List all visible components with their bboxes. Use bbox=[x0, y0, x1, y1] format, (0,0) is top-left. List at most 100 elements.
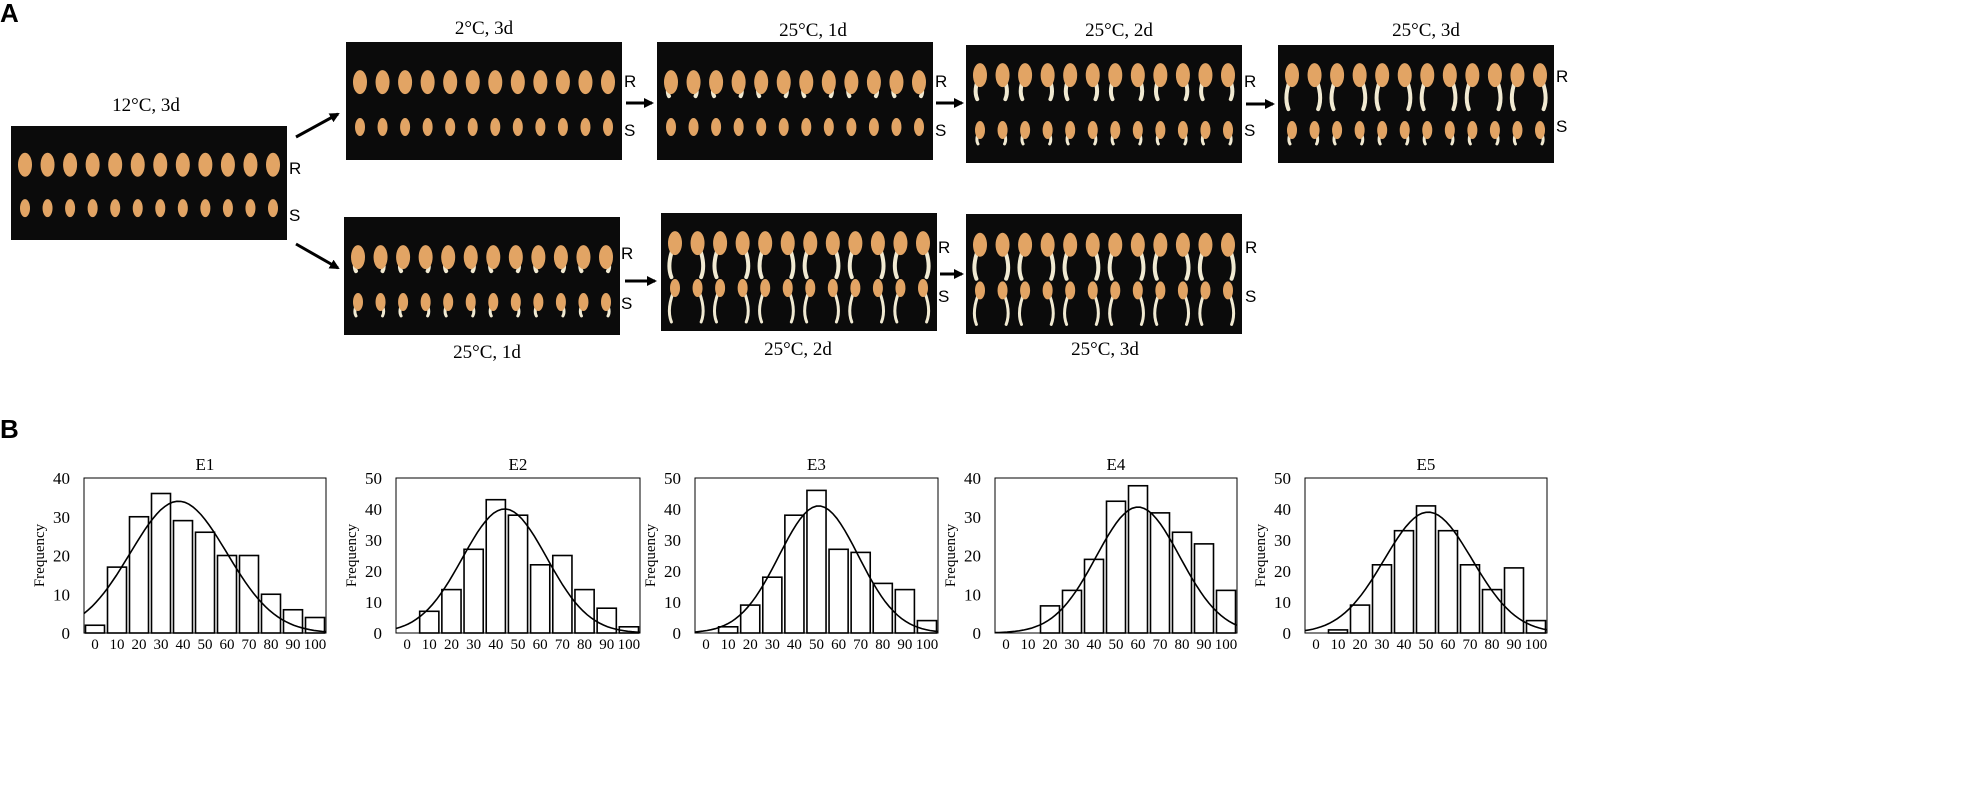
seed-icon bbox=[396, 245, 411, 274]
seed-icon bbox=[1332, 120, 1343, 146]
seed-icon bbox=[1221, 63, 1235, 102]
seed-icon bbox=[222, 199, 233, 218]
bar bbox=[150, 492, 172, 634]
seed-icon bbox=[1177, 120, 1188, 146]
x-tick-label: 70 bbox=[1463, 637, 1478, 653]
seed-icon bbox=[758, 278, 771, 324]
seed-icon bbox=[823, 117, 834, 136]
seed-icon bbox=[353, 70, 367, 95]
chart-title: E2 bbox=[509, 455, 528, 474]
seed-icon bbox=[87, 199, 98, 218]
fit-curve bbox=[83, 500, 327, 633]
seed-icon bbox=[846, 117, 857, 136]
seed-icon bbox=[973, 63, 987, 102]
seed-icon bbox=[400, 117, 411, 136]
bar bbox=[529, 564, 551, 634]
seed-icon bbox=[110, 199, 121, 218]
y-tick-label: 10 bbox=[964, 585, 981, 604]
seed-icon bbox=[1512, 120, 1523, 146]
seed-icon bbox=[488, 292, 499, 318]
x-tick-label: 80 bbox=[1175, 637, 1190, 653]
bar bbox=[84, 624, 106, 634]
seed-icon bbox=[351, 245, 365, 274]
seed-icon bbox=[132, 199, 143, 218]
fit-curve bbox=[994, 506, 1238, 634]
seed-icon bbox=[245, 199, 256, 218]
y-tick-label: 0 bbox=[973, 624, 982, 643]
seed-icon bbox=[486, 245, 501, 274]
seed-icon bbox=[997, 120, 1008, 146]
chart-title: E5 bbox=[1417, 455, 1436, 474]
x-tick-label: 20 bbox=[1043, 637, 1058, 653]
seed-icon bbox=[1040, 63, 1055, 102]
seed-icon bbox=[533, 70, 548, 95]
seed-icon bbox=[1020, 120, 1031, 146]
x-tick-label: 40 bbox=[787, 637, 802, 653]
seed-photo-start bbox=[11, 126, 287, 240]
seed-icon bbox=[1442, 63, 1458, 112]
arrow-up-icon bbox=[295, 112, 340, 139]
seed-icon bbox=[465, 292, 476, 318]
x-tick-label: 40 bbox=[488, 637, 503, 653]
seed-icon bbox=[972, 232, 987, 281]
seed-icon bbox=[220, 152, 235, 177]
bar bbox=[1127, 484, 1149, 634]
seed-icon bbox=[1063, 63, 1078, 102]
seed-icon bbox=[825, 231, 841, 280]
seed-icon bbox=[601, 292, 611, 318]
bar bbox=[894, 588, 916, 634]
seed-icon bbox=[510, 292, 521, 318]
bar bbox=[1437, 529, 1459, 634]
x-tick-label: 100 bbox=[1215, 637, 1238, 653]
row-label-s: S bbox=[1245, 287, 1257, 306]
row-label-r: R bbox=[289, 159, 302, 178]
bar bbox=[1371, 564, 1393, 634]
y-tick-label: 40 bbox=[53, 469, 70, 488]
seed-icon bbox=[712, 231, 728, 280]
seed-icon bbox=[420, 292, 431, 318]
chart-title: E3 bbox=[807, 455, 826, 474]
bar bbox=[106, 566, 128, 634]
x-tick-label: 30 bbox=[154, 637, 169, 653]
seed-icon bbox=[1419, 63, 1435, 112]
row-label-s: S bbox=[935, 121, 947, 140]
seed-icon bbox=[1309, 120, 1320, 146]
bar bbox=[784, 514, 805, 634]
seed-icon bbox=[1444, 120, 1455, 146]
seed-icon bbox=[997, 281, 1010, 326]
seed-icon bbox=[778, 117, 789, 136]
seed-icon bbox=[18, 152, 32, 177]
seed-icon bbox=[1132, 120, 1143, 146]
x-tick-label: 60 bbox=[533, 637, 548, 653]
x-tick-label: 60 bbox=[831, 637, 846, 653]
y-tick-label: 20 bbox=[365, 562, 382, 581]
x-tick-label: 30 bbox=[1375, 637, 1390, 653]
seed-photo-cold bbox=[346, 42, 622, 160]
seed-icon bbox=[972, 281, 985, 326]
row-label-r: R bbox=[1244, 72, 1257, 91]
seed-icon bbox=[578, 70, 593, 95]
seed-icon bbox=[42, 199, 53, 218]
y-tick-label: 30 bbox=[964, 508, 981, 527]
x-tick-label: 10 bbox=[1021, 637, 1036, 653]
x-tick-label: 90 bbox=[897, 637, 912, 653]
bar bbox=[128, 515, 150, 634]
seed-icon bbox=[420, 70, 435, 95]
seed-icon bbox=[1153, 63, 1168, 102]
seed-icon bbox=[975, 120, 985, 146]
seed-icon bbox=[108, 152, 123, 177]
bar bbox=[806, 489, 827, 634]
bar bbox=[238, 554, 260, 634]
x-tick-label: 90 bbox=[286, 637, 301, 653]
seed-icon bbox=[63, 152, 78, 177]
bar bbox=[1327, 629, 1349, 634]
seed-icon bbox=[200, 199, 211, 218]
seed-icon bbox=[1464, 63, 1480, 112]
x-tick-label: 20 bbox=[132, 637, 147, 653]
seed-icon bbox=[555, 292, 566, 318]
seed-icon bbox=[353, 292, 363, 318]
x-tick-label: 20 bbox=[444, 637, 459, 653]
seed-icon bbox=[531, 245, 546, 274]
bar bbox=[172, 519, 194, 634]
seed-icon bbox=[130, 152, 145, 177]
